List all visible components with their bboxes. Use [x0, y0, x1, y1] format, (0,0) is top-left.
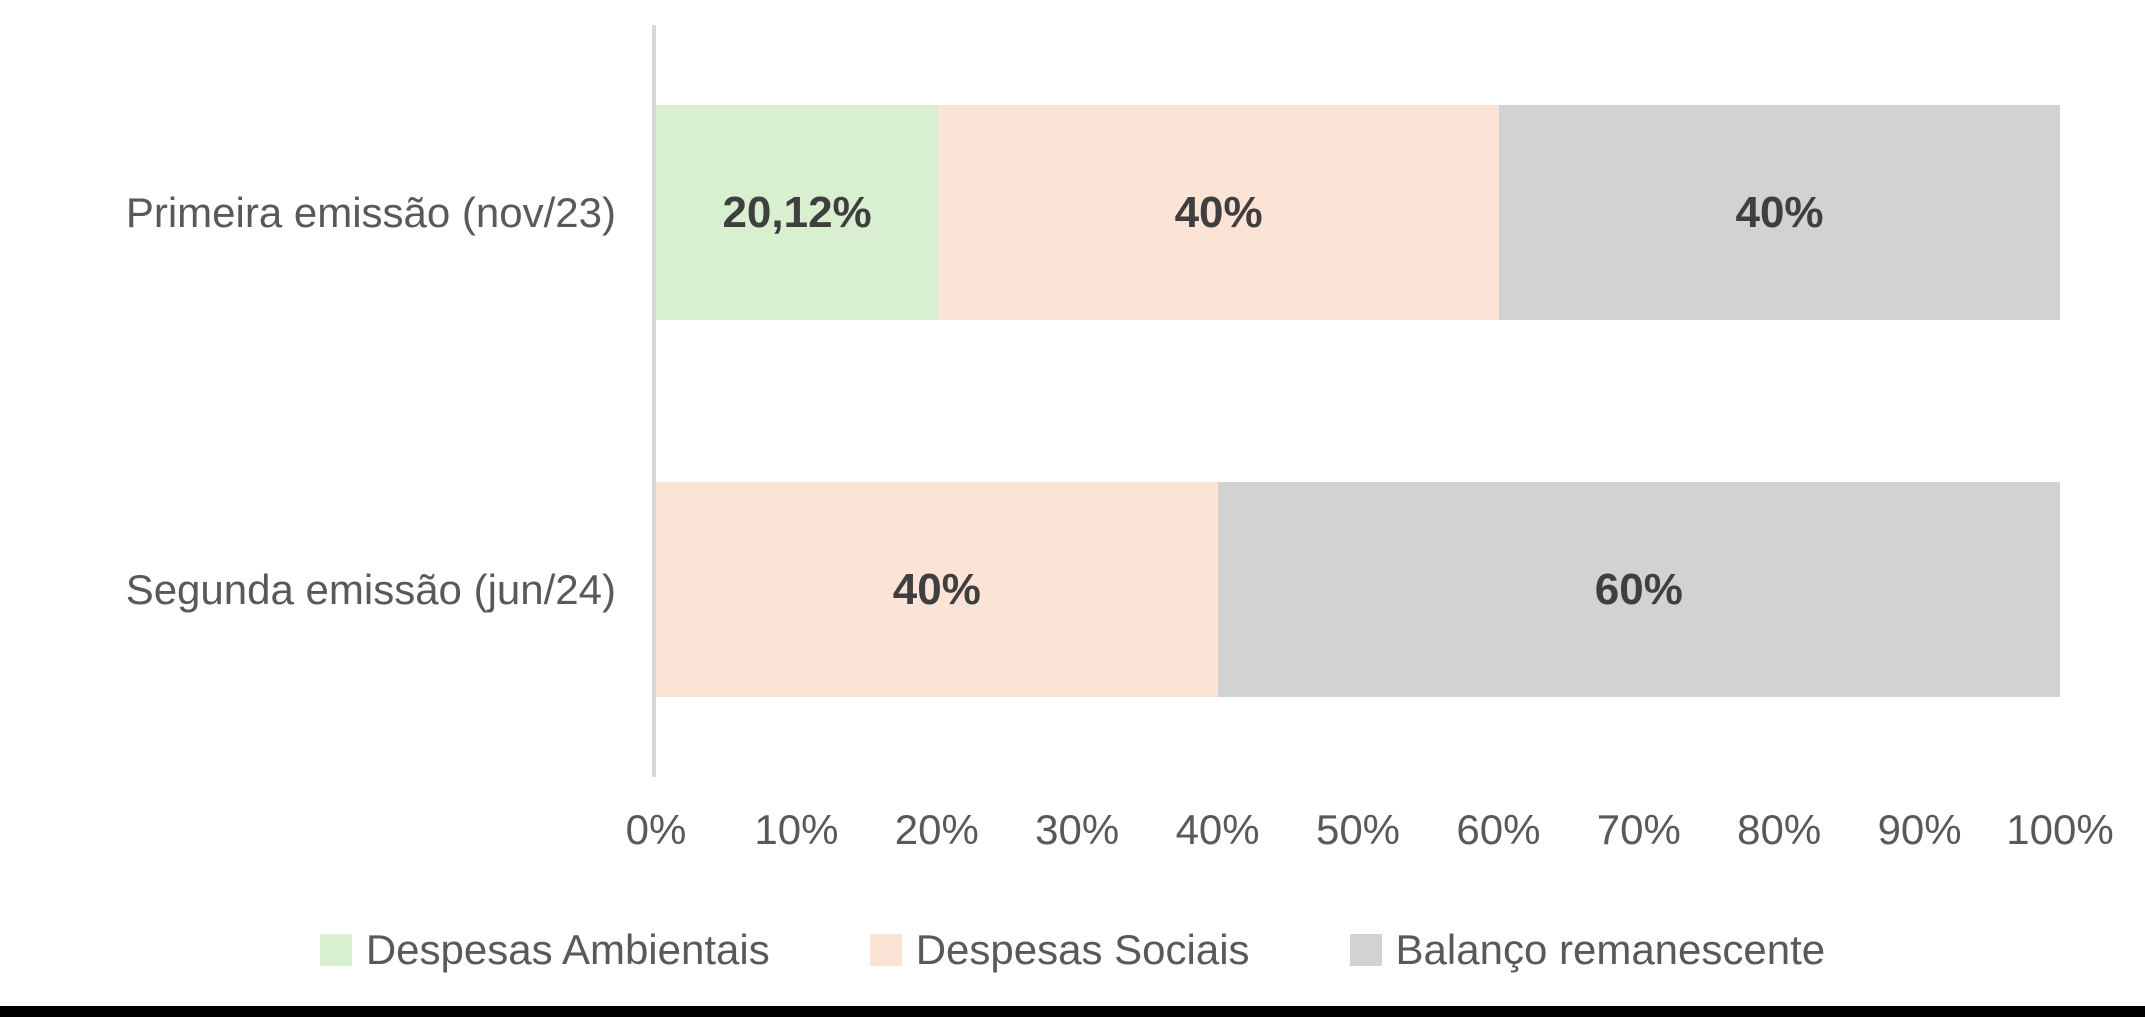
bar-segment-despesas-ambientais: 20,12% — [656, 105, 939, 320]
bar-segment-despesas-sociais: 40% — [656, 482, 1218, 697]
x-axis-tick: 50% — [1315, 806, 1401, 853]
x-axis-tick: 100% — [2006, 806, 2114, 853]
y-axis-line — [652, 25, 656, 777]
x-axis-tick: 90% — [1877, 806, 1962, 853]
legend: Despesas Ambientais Despesas Sociais Bal… — [0, 918, 2145, 982]
legend-item-balanco-remanescente: Balanço remanescente — [1349, 926, 1826, 974]
data-label: 40% — [892, 564, 981, 614]
category-label-primeira-emissao: Primeira emissão (nov/23) — [125, 188, 616, 236]
data-label: 60% — [1594, 564, 1683, 614]
bar-row-primeira-emissao: 20,12% 40% 40% — [656, 105, 2060, 320]
legend-label: Despesas Sociais — [915, 926, 1250, 973]
x-axis-tick: 60% — [1456, 806, 1541, 853]
bar-segment-balanco-remanescente: 40% — [1499, 105, 2060, 320]
x-axis-tick: 40% — [1175, 806, 1260, 853]
plot-area: 20,12% 40% 40% 40% 60% — [656, 25, 2060, 777]
data-label: 40% — [1174, 187, 1263, 237]
x-axis-tick: 70% — [1596, 806, 1681, 853]
category-label-segunda-emissao: Segunda emissão (jun/24) — [125, 565, 616, 613]
legend-label: Despesas Ambientais — [365, 926, 770, 973]
footer-bar — [0, 1006, 2145, 1017]
legend-swatch-gray — [1349, 934, 1382, 966]
x-axis-tick: 0% — [625, 806, 687, 853]
x-axis-tick: 30% — [1035, 806, 1120, 853]
x-axis-tick: 20% — [894, 806, 979, 853]
legend-item-despesas-sociais: Despesas Sociais — [869, 926, 1250, 974]
x-axis-tick: 10% — [754, 806, 839, 853]
legend-label: Balanço remanescente — [1395, 926, 1826, 973]
bar-row-segunda-emissao: 40% 60% — [656, 482, 2060, 697]
data-label: 40% — [1735, 187, 1824, 237]
data-label: 20,12% — [722, 187, 872, 237]
bar-segment-balanco-remanescente: 60% — [1217, 482, 2060, 697]
legend-swatch-peach — [869, 934, 902, 966]
x-axis-tick: 80% — [1737, 806, 1822, 853]
x-axis: 0% 10% 20% 30% 40% 50% 60% 70% 80% 90% 1… — [626, 800, 2114, 860]
legend-item-despesas-ambientais: Despesas Ambientais — [319, 926, 770, 974]
bar-segment-despesas-sociais: 40% — [938, 105, 1500, 320]
legend-swatch-green — [319, 934, 352, 966]
